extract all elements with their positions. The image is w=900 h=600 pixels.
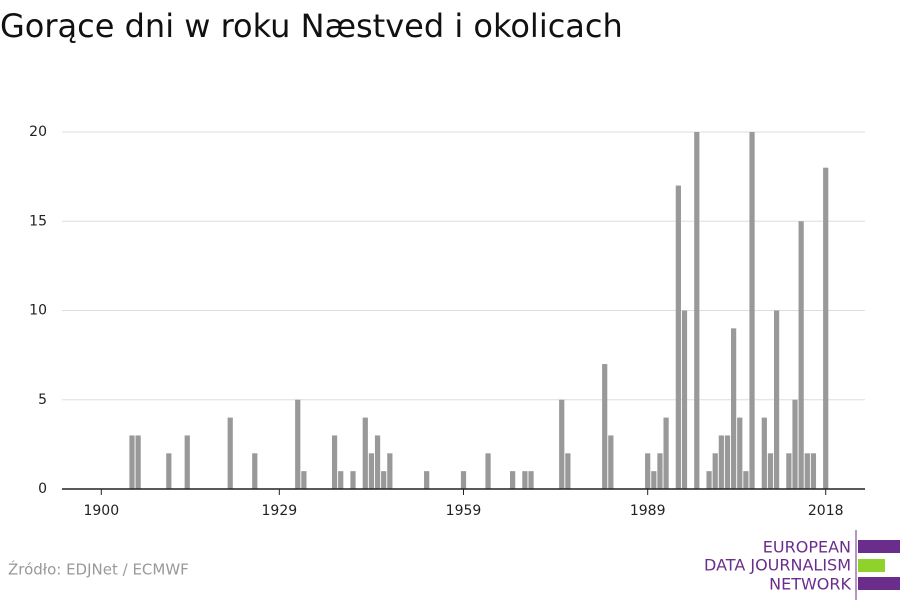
bar: [608, 435, 614, 489]
bar: [510, 471, 516, 489]
y-tick-label: 15: [29, 213, 47, 229]
bar: [135, 435, 141, 489]
x-tick-label: 2018: [808, 503, 844, 519]
bar: [731, 328, 737, 489]
bar: [657, 453, 663, 489]
bar: [565, 453, 571, 489]
bar: [338, 471, 344, 489]
x-tick-label: 1959: [446, 503, 482, 519]
bar: [718, 435, 724, 489]
logo-bar: [858, 577, 900, 590]
logo-bar: [858, 559, 885, 572]
y-tick-label: 0: [38, 481, 47, 497]
logo-text: DATA JOURNALISM: [704, 556, 851, 575]
source: Źródło: EDJNet / ECMWF: [8, 560, 189, 579]
bar: [786, 453, 792, 489]
x-tick-label: 1929: [262, 503, 298, 519]
bar: [645, 453, 651, 489]
bar: [706, 471, 712, 489]
y-tick-label: 5: [38, 392, 47, 408]
bar: [381, 471, 387, 489]
bar: [387, 453, 393, 489]
x-tick-label: 1900: [83, 503, 119, 519]
bar: [184, 435, 190, 489]
bar: [528, 471, 534, 489]
logo-text: NETWORK: [769, 575, 851, 594]
bar: [374, 435, 381, 489]
bar: [681, 310, 688, 489]
bar: [252, 453, 258, 489]
bar: [798, 221, 804, 489]
bar: [737, 417, 743, 489]
bar: [485, 453, 491, 489]
logo: EUROPEAN DATA JOURNALISM NETWORK: [704, 530, 900, 600]
bar: [559, 399, 565, 489]
logo-text: EUROPEAN: [763, 538, 851, 557]
chart-title: Gorące dni w roku Næstved i okolicach: [0, 7, 623, 45]
bar: [295, 399, 301, 489]
bar: [810, 453, 817, 489]
bar: [675, 185, 681, 490]
bar: [460, 471, 467, 489]
bar: [362, 417, 368, 489]
bar: [129, 435, 135, 489]
bar: [823, 167, 829, 489]
bar: [804, 453, 810, 489]
bar: [761, 417, 767, 489]
bar: [331, 435, 338, 489]
bar: [651, 471, 657, 489]
bar: [712, 453, 718, 489]
y-tick-label: 20: [29, 124, 47, 140]
bar: [424, 471, 430, 489]
bar: [724, 435, 731, 489]
bar: [301, 471, 307, 489]
bar: [767, 453, 774, 489]
logo-bar: [858, 540, 900, 553]
bar: [227, 417, 233, 489]
bar: [166, 453, 172, 489]
x-tick-label: 1989: [630, 503, 666, 519]
bar: [792, 399, 798, 489]
bar: [749, 132, 755, 489]
bar: [602, 364, 608, 489]
bar: [350, 471, 356, 489]
bar: [522, 471, 528, 489]
bar: [694, 132, 700, 489]
bar: [663, 417, 669, 489]
bar: [368, 453, 375, 489]
bar: [773, 310, 780, 489]
y-tick-label: 10: [29, 303, 47, 319]
bar: [743, 471, 749, 489]
